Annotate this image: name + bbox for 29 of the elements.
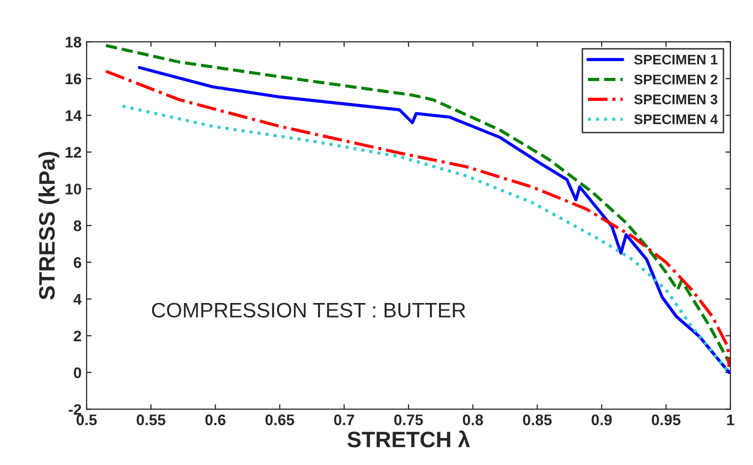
x-tick-label: 1 [727,414,734,426]
y-tick-label: 6 [74,257,82,268]
x-axis-title: STRETCH λ [347,430,470,448]
y-tick-label: 14 [66,110,82,121]
x-tick-label: 0.55 [136,414,166,426]
y-tick-label: 18 [66,36,82,48]
y-tick-label: 0 [74,367,82,378]
y-axis-title: STRESS (kPa) [38,152,60,300]
x-tick-label: 0.75 [394,414,423,426]
legend-label: SPECIMEN 3 [634,94,718,104]
legend-label: SPECIMEN 4 [634,114,718,124]
y-tick-label: 8 [74,220,82,232]
y-tick-label: -2 [68,404,82,415]
y-tick-label: 2 [74,330,82,342]
x-tick-label: 0.7 [334,414,354,426]
x-tick-label: 0.9 [592,414,612,426]
x-tick-label: 0.6 [205,414,226,426]
x-tick-label: 0.95 [652,414,680,426]
legend-label: SPECIMEN 2 [634,74,718,84]
y-tick-label: 10 [66,184,82,194]
x-tick-label: 0.65 [265,414,294,426]
y-tick-label: 4 [73,294,82,305]
annotation: COMPRESSION TEST : BUTTER [152,302,466,318]
legend-label: SPECIMEN 1 [634,54,718,65]
x-tick-label: 0.8 [462,414,484,426]
y-tick-label: 12 [66,146,82,158]
x-tick-label: 0.85 [523,414,552,426]
y-tick-label: 16 [66,73,82,84]
x-tick-label: 0.5 [76,414,97,426]
